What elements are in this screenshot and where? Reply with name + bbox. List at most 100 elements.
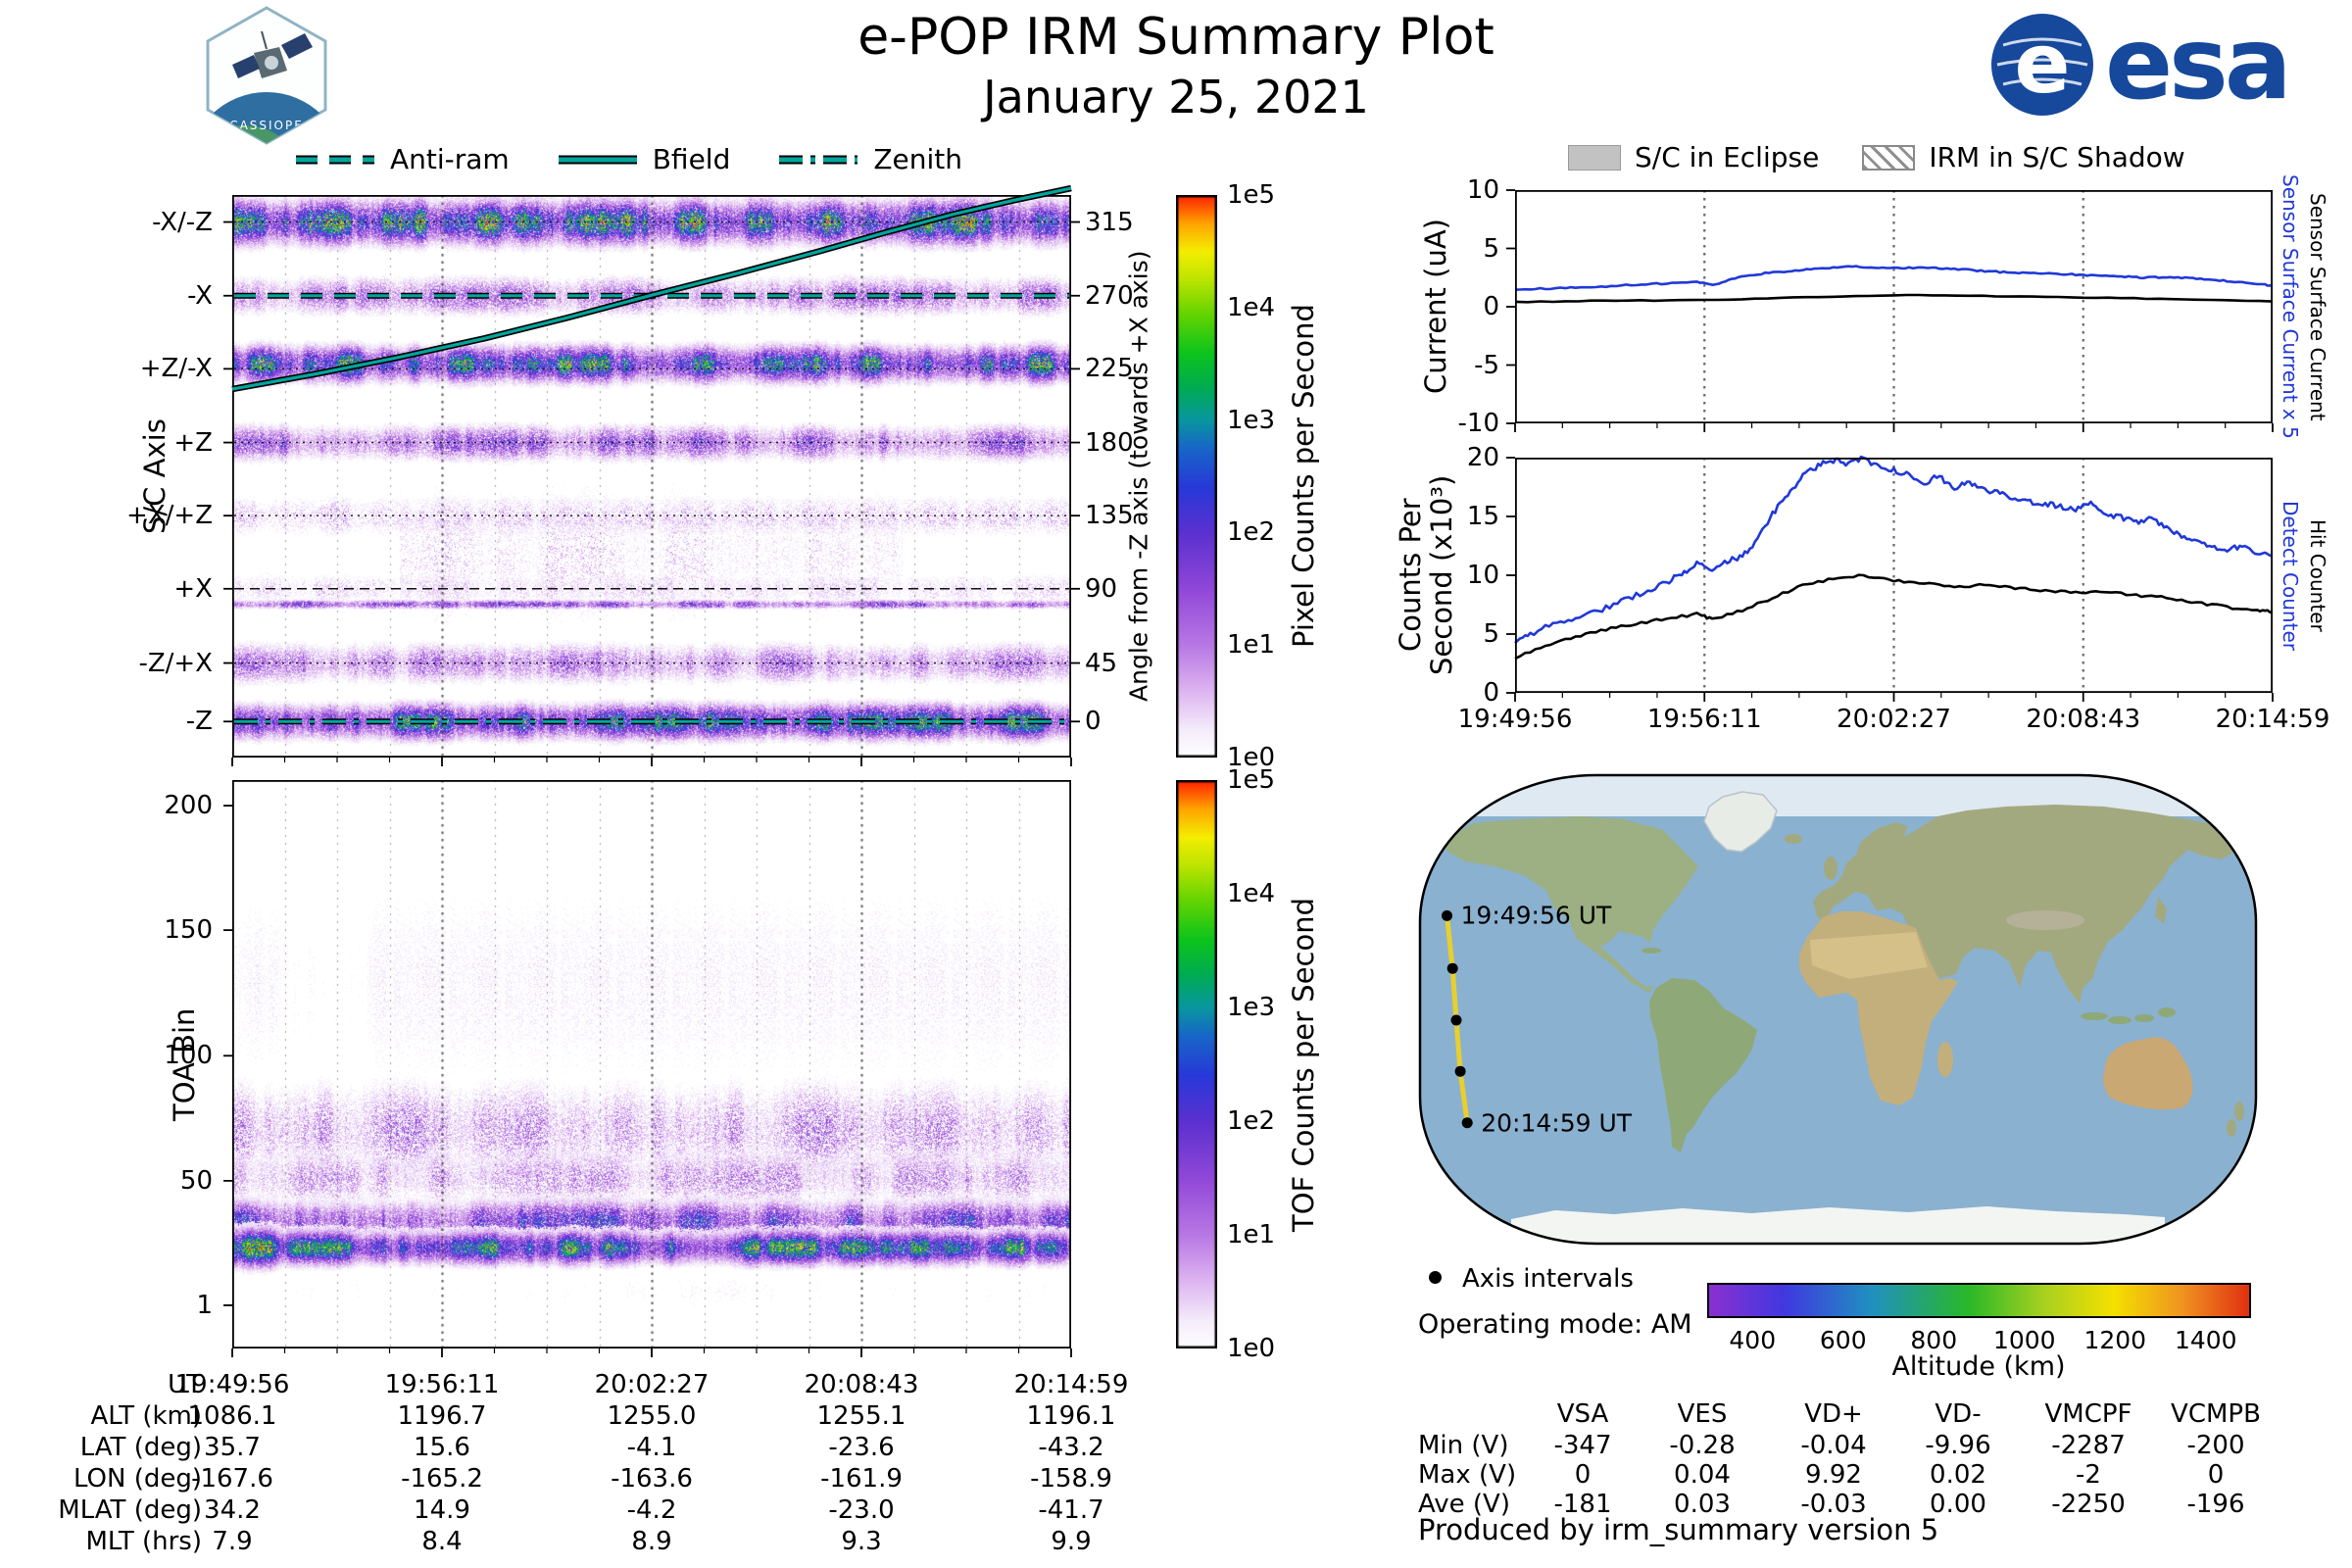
ephemeris-cell: -23.0 — [828, 1495, 895, 1525]
sc-axis-band-label: -Z — [185, 707, 213, 737]
colorbar-tick-label: 1e0 — [1227, 1334, 1276, 1363]
ephemeris-row-label: MLAT (deg) — [58, 1495, 202, 1525]
voltage-cell: 0 — [2207, 1460, 2225, 1490]
voltage-cell: -200 — [2186, 1431, 2245, 1460]
operating-mode-label: Operating mode: AM — [1418, 1309, 1692, 1340]
colorbar-tick-label: 1e2 — [1227, 517, 1276, 548]
ephemeris-row-label: UT — [168, 1370, 202, 1399]
eclipse-swatch-icon — [1568, 144, 1621, 171]
altitude-tick-label: 1400 — [2174, 1326, 2237, 1354]
voltage-row-label: Ave (V) — [1418, 1490, 1510, 1519]
altitude-tick-label: 400 — [1729, 1326, 1777, 1354]
esa-logo: e esa — [1989, 6, 2292, 122]
time-tick-label: 20:08:43 — [2026, 705, 2141, 734]
australia — [2103, 1037, 2193, 1110]
new-zealand-south — [2227, 1119, 2236, 1137]
legend-label: Zenith — [873, 143, 963, 175]
legend-item-bfield: Bfield — [557, 143, 731, 175]
producer-note: Produced by irm_summary version 5 — [1418, 1513, 1939, 1546]
ephemeris-cell: 35.7 — [204, 1433, 261, 1462]
eclipse-shadow-legend: S/C in Eclipse IRM in S/C Shadow — [1568, 141, 2185, 173]
time-tick-label: 20:14:59 — [2215, 705, 2330, 734]
map-base — [1420, 775, 2256, 1244]
axis-intervals-label: Axis intervals — [1462, 1264, 1634, 1294]
ephemeris-cell: 20:14:59 — [1013, 1370, 1129, 1399]
voltage-row-label: Max (V) — [1418, 1460, 1517, 1490]
track-end-label: 20:14:59 UT — [1481, 1109, 1633, 1138]
ground-track-world-map: 19:49:56 UT 20:14:59 UT — [1418, 773, 2258, 1246]
voltage-cell: 0.03 — [1674, 1490, 1731, 1519]
voltage-col-header: VD- — [1935, 1399, 1982, 1429]
voltage-col-header: VES — [1677, 1399, 1728, 1429]
ephemeris-cell: 20:02:27 — [594, 1370, 710, 1399]
angle-tick-label: 90 — [1085, 573, 1118, 604]
voltage-row-label: Min (V) — [1418, 1431, 1509, 1460]
colorbar-tick-label: 1e1 — [1227, 630, 1276, 661]
ephemeris-cell: 8.4 — [421, 1527, 463, 1556]
south-america — [1649, 978, 1757, 1152]
sc-axis-spectrogram-overlay — [223, 184, 1080, 766]
colorbar-tick-label: 1e3 — [1227, 993, 1276, 1022]
title-block: e-POP IRM Summary Plot January 25, 2021 — [0, 8, 2352, 123]
altitude-tick-label: 1000 — [1992, 1326, 2056, 1354]
legend-item-zenith: Zenith — [777, 143, 962, 175]
colorbar-tick-label: 1e5 — [1227, 765, 1276, 795]
satellite-graphic — [232, 30, 313, 78]
colorbar-tick-label: 1e3 — [1227, 405, 1276, 435]
voltage-cell: 0.04 — [1674, 1460, 1731, 1490]
altitude-tick-label: 1200 — [2083, 1326, 2147, 1354]
colorbar-tick-label: 1e1 — [1227, 1220, 1276, 1250]
axis-interval-dot-icon — [1429, 1271, 1442, 1284]
counts-y-tick-label: 10 — [1466, 561, 1499, 590]
tof-counts-colorbar — [1176, 780, 1217, 1348]
voltage-cell: 0 — [1574, 1460, 1592, 1490]
current-y-tick-label: -5 — [1474, 350, 1499, 380]
sensor-current-chart — [1506, 189, 2274, 432]
antarctica — [1511, 1206, 2165, 1244]
sensor-current-label: Sensor Surface Current — [2306, 192, 2329, 421]
tof-counts-colorbar-label: TOF Counts per Second — [1287, 897, 1320, 1232]
uk — [1824, 857, 1838, 880]
ephemeris-cell: 19:49:56 — [174, 1370, 290, 1399]
sc-axis-band-label: +Z/-X — [139, 354, 213, 384]
ephemeris-cell: 9.9 — [1051, 1527, 1092, 1556]
toa-tick-label: 150 — [164, 915, 213, 946]
altitude-colorbar — [1707, 1283, 2251, 1318]
voltage-cell: -347 — [1553, 1431, 1612, 1460]
ephemeris-cell: 1255.1 — [816, 1401, 906, 1431]
sahara-shade — [1810, 932, 1928, 979]
voltage-cell: -2287 — [2051, 1431, 2126, 1460]
voltage-col-header: VMCPF — [2044, 1399, 2132, 1429]
indonesia-3 — [2134, 1014, 2154, 1022]
sc-axis-spectrogram — [232, 195, 1071, 758]
legend-label: Anti-ram — [390, 143, 510, 175]
counts-y-tick-label: 5 — [1483, 619, 1499, 649]
colorbar-tick-label: 1e5 — [1227, 180, 1276, 210]
toa-tick-label: 200 — [164, 791, 213, 821]
detect-counter-label: Detect Counter — [2278, 500, 2302, 651]
counts-y-tick-label: 0 — [1483, 678, 1499, 708]
indonesia-2 — [2108, 1016, 2132, 1024]
cuba — [1642, 948, 1661, 954]
angle-tick-label: 225 — [1085, 354, 1134, 384]
anti-ram-dashed-line-icon — [296, 155, 374, 164]
north-america — [1446, 816, 1698, 993]
esa-wordmark: esa — [2105, 6, 2292, 122]
angle-tick-label: 270 — [1085, 280, 1134, 311]
ephemeris-cell: -163.6 — [611, 1464, 693, 1494]
ephemeris-cell: 1086.1 — [187, 1401, 277, 1431]
legend-label: IRM in S/C Shadow — [1929, 141, 2185, 173]
pixel-counts-colorbar-label: Pixel Counts per Second — [1287, 304, 1320, 649]
voltage-cell: -196 — [2186, 1490, 2245, 1519]
colorbar-tick-label: 1e4 — [1227, 292, 1276, 322]
angle-tick-label: 135 — [1085, 501, 1134, 531]
ephemeris-row-label: ALT (km) — [90, 1401, 202, 1431]
time-tick-label: 20:02:27 — [1837, 705, 1951, 734]
japan — [2155, 897, 2167, 924]
ephemeris-cell: 8.9 — [631, 1527, 672, 1556]
voltage-col-header: VCMPB — [2171, 1399, 2261, 1429]
ephemeris-cell: 34.2 — [204, 1495, 261, 1525]
current-y-tick-label: -10 — [1457, 409, 1499, 438]
legend-label: Bfield — [652, 143, 731, 175]
counts-y-tick-label: 20 — [1466, 443, 1499, 472]
